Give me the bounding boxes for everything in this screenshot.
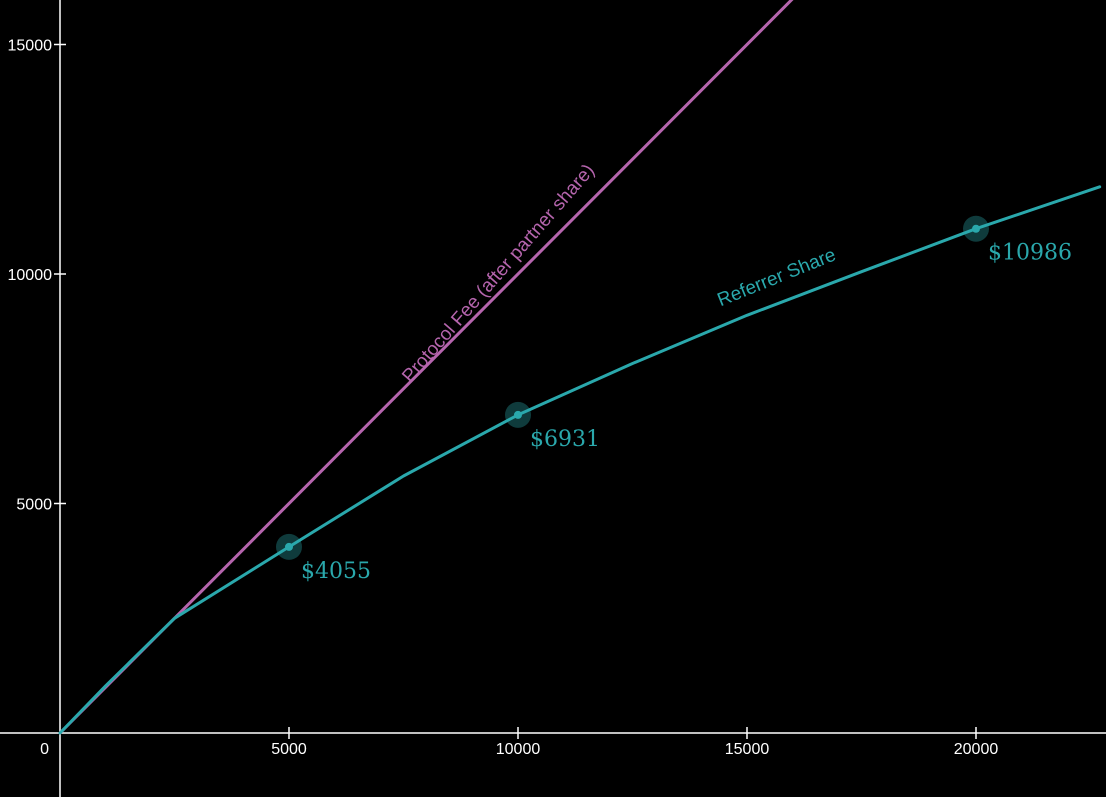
y-tick-label: 15000 [8,38,53,55]
y-tick-label: 5000 [16,497,52,514]
highlight-point [514,410,522,419]
highlight-point [285,542,293,551]
referrer-share-line [58,185,1102,735]
referrer-share-label: Referrer Share [715,245,839,312]
protocol-fee-line [58,0,794,735]
protocol-fee-label: Protocol Fee (after partner share) [398,160,599,387]
origin-label: 0 [40,741,49,758]
x-tick-label: 15000 [725,741,770,758]
x-tick-label: 20000 [954,741,999,758]
series-layer [58,0,1102,735]
highlight-points [276,215,989,560]
x-tick-label: 5000 [271,741,307,758]
y-tick-label: 10000 [8,267,53,284]
highlight-point [972,224,980,233]
highlight-point-label: $10986 [988,241,1072,266]
x-tick-label: 10000 [496,741,541,758]
axis-ticks: 5000 10000 15000 20000 5000 10000 15000 0 [8,38,999,759]
highlight-point-label: $4055 [301,559,371,584]
labels-layer: $4055 $6931 $10986 Protocol Fee (after part… [301,160,1072,584]
highlight-point-label: $6931 [530,427,600,452]
